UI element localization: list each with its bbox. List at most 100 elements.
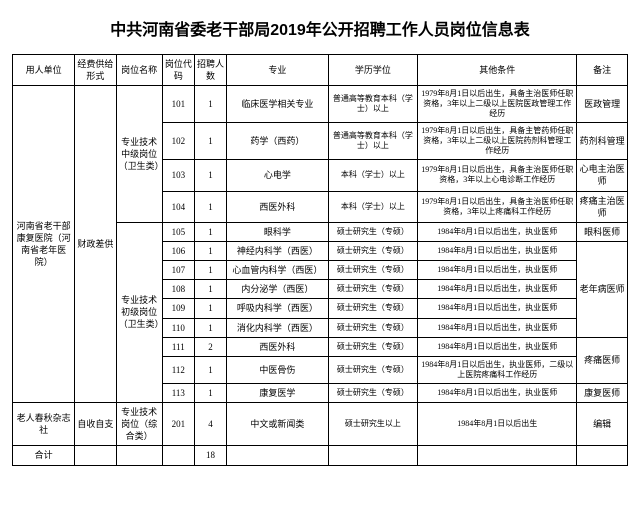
page-title: 中共河南省委老干部局2019年公开招聘工作人员岗位信息表 — [12, 16, 628, 40]
total-row: 合计 18 — [13, 446, 628, 465]
cell-code: 103 — [162, 160, 194, 191]
cell-edu: 本科（学士）以上 — [328, 160, 418, 191]
cell-cond: 1979年8月1日以后出生，具备主治医师任职资格，3年以上心电诊断工作经历 — [418, 160, 577, 191]
cell-cond: 1984年8月1日以后出生，执业医师 — [418, 261, 577, 280]
cell-major: 中医骨伤 — [227, 356, 328, 383]
cell-note: 编辑 — [577, 402, 628, 445]
blank — [75, 446, 116, 465]
total-num: 18 — [194, 446, 226, 465]
cell-edu: 普通高等教育本科（学士）以上 — [328, 86, 418, 123]
cell-edu: 硕士研究生（专硕） — [328, 337, 418, 356]
cell-edu: 硕士研究生（专硕） — [328, 356, 418, 383]
blank — [116, 446, 162, 465]
cell-cond: 1984年8月1日以后出生，执业医师，二级以上医院疼痛科工作经历 — [418, 356, 577, 383]
blank — [162, 446, 194, 465]
cell-major: 中文或新闻类 — [227, 402, 328, 445]
cell-unit: 河南省老干部康复医院（河南省老年医院） — [13, 86, 75, 403]
cell-post-jr: 专业技术初级岗位（卫生类） — [116, 222, 162, 402]
cell-cond: 1984年8月1日以后出生 — [418, 402, 577, 445]
cell-edu: 本科（学士）以上 — [328, 191, 418, 222]
cell-cond: 1984年8月1日以后出生，执业医师 — [418, 280, 577, 299]
cell-major: 眼科学 — [227, 222, 328, 241]
cell-num: 1 — [194, 318, 226, 337]
cell-major: 西医外科 — [227, 337, 328, 356]
cell-edu: 硕士研究生（专硕） — [328, 280, 418, 299]
cell-note: 医政管理 — [577, 86, 628, 123]
cell-cond: 1979年8月1日以后出生，具备主管药师任职资格，3年以上二级以上医院药剂科管理… — [418, 123, 577, 160]
h-fund: 经费供给形式 — [75, 55, 116, 86]
cell-note: 疼痛医师 — [577, 337, 628, 383]
cell-num: 1 — [194, 123, 226, 160]
cell-num: 1 — [194, 160, 226, 191]
cell-major: 西医外科 — [227, 191, 328, 222]
cell-cond: 1984年8月1日以后出生，执业医师 — [418, 383, 577, 402]
cell-cond: 1984年8月1日以后出生，执业医师 — [418, 337, 577, 356]
cell-num: 2 — [194, 337, 226, 356]
cell-major: 消化内科学（西医） — [227, 318, 328, 337]
cell-cond: 1984年8月1日以后出生，执业医师 — [418, 222, 577, 241]
cell-num: 1 — [194, 222, 226, 241]
cell-code: 104 — [162, 191, 194, 222]
cell-edu: 普通高等教育本科（学士）以上 — [328, 123, 418, 160]
cell-cond: 1979年8月1日以后出生，具备主治医师任职资格，3年以上疼痛科工作经历 — [418, 191, 577, 222]
cell-cond: 1979年8月1日以后出生，具备主治医师任职资格，3年以上二级以上医院医政管理工… — [418, 86, 577, 123]
cell-major: 药学（西药） — [227, 123, 328, 160]
cell-num: 4 — [194, 402, 226, 445]
cell-num: 1 — [194, 299, 226, 318]
cell-edu: 硕士研究生（专硕） — [328, 318, 418, 337]
cell-major: 康复医学 — [227, 383, 328, 402]
cell-note: 眼科医师 — [577, 222, 628, 241]
header-row: 用人单位 经费供给形式 岗位名称 岗位代码 招聘人数 专业 学历学位 其他条件 … — [13, 55, 628, 86]
blank — [418, 446, 577, 465]
cell-edu: 硕士研究生（专硕） — [328, 383, 418, 402]
cell-code: 113 — [162, 383, 194, 402]
cell-code: 110 — [162, 318, 194, 337]
h-post: 岗位名称 — [116, 55, 162, 86]
cell-note: 药剂科管理 — [577, 123, 628, 160]
cell-post-mid: 专业技术中级岗位（卫生类） — [116, 86, 162, 223]
table-row: 河南省老干部康复医院（河南省老年医院） 财政差供 专业技术中级岗位（卫生类） 1… — [13, 86, 628, 123]
cell-num: 1 — [194, 261, 226, 280]
cell-cond: 1984年8月1日以后出生，执业医师 — [418, 241, 577, 260]
cell-major: 呼吸内科学（西医） — [227, 299, 328, 318]
cell-num: 1 — [194, 86, 226, 123]
cell-code: 102 — [162, 123, 194, 160]
cell-major: 心血管内科学（西医） — [227, 261, 328, 280]
cell-code: 201 — [162, 402, 194, 445]
cell-code: 105 — [162, 222, 194, 241]
cell-major: 神经内科学（西医） — [227, 241, 328, 260]
cell-fund: 自收自支 — [75, 402, 116, 445]
cell-cond: 1984年8月1日以后出生，执业医师 — [418, 299, 577, 318]
cell-code: 101 — [162, 86, 194, 123]
cell-edu: 硕士研究生（专硕） — [328, 299, 418, 318]
cell-edu: 硕士研究生（专硕） — [328, 261, 418, 280]
h-num: 招聘人数 — [194, 55, 226, 86]
h-major: 专业 — [227, 55, 328, 86]
cell-major: 内分泌学（西医） — [227, 280, 328, 299]
cell-num: 1 — [194, 241, 226, 260]
cell-major: 临床医学相关专业 — [227, 86, 328, 123]
cell-num: 1 — [194, 383, 226, 402]
h-edu: 学历学位 — [328, 55, 418, 86]
blank — [328, 446, 418, 465]
h-note: 备注 — [577, 55, 628, 86]
cell-edu: 硕士研究生以上 — [328, 402, 418, 445]
cell-num: 1 — [194, 191, 226, 222]
cell-code: 111 — [162, 337, 194, 356]
cell-code: 107 — [162, 261, 194, 280]
cell-edu: 硕士研究生（专硕） — [328, 222, 418, 241]
cell-code: 112 — [162, 356, 194, 383]
cell-code: 106 — [162, 241, 194, 260]
job-table: 用人单位 经费供给形式 岗位名称 岗位代码 招聘人数 专业 学历学位 其他条件 … — [12, 54, 628, 466]
cell-code: 108 — [162, 280, 194, 299]
total-label: 合计 — [13, 446, 75, 465]
blank — [227, 446, 328, 465]
cell-note: 心电主治医师 — [577, 160, 628, 191]
cell-code: 109 — [162, 299, 194, 318]
cell-edu: 硕士研究生（专硕） — [328, 241, 418, 260]
cell-note: 康复医师 — [577, 383, 628, 402]
cell-num: 1 — [194, 356, 226, 383]
h-code: 岗位代码 — [162, 55, 194, 86]
blank — [577, 446, 628, 465]
cell-note: 疼痛主治医师 — [577, 191, 628, 222]
